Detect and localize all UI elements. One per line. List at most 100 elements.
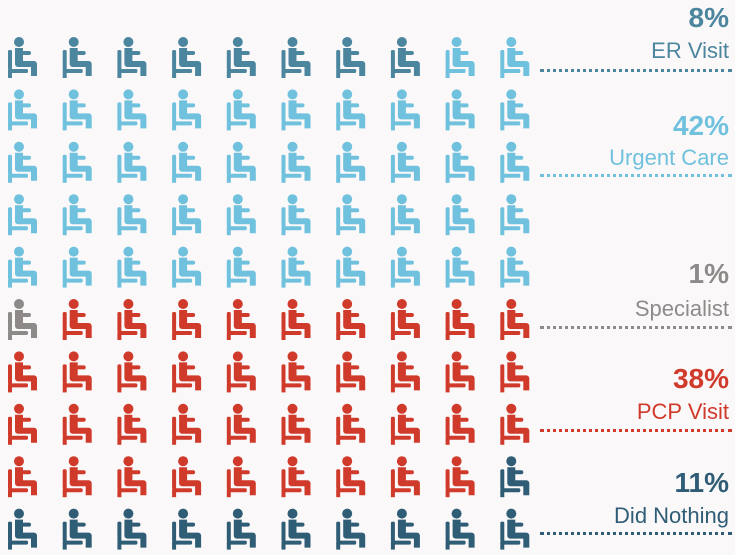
seated-person-icon-urgent-care: [172, 141, 202, 183]
seated-person-icon-pcp-visit: [500, 299, 530, 340]
seated-person-icon-urgent-care: [281, 141, 311, 183]
seated-person-icon-pcp-visit: [281, 299, 311, 340]
seated-person-icon-did-nothing: [500, 456, 530, 498]
seated-person-icon-urgent-care: [390, 194, 420, 236]
seated-person-icon-er-visit: [62, 37, 92, 78]
seated-person-icon-urgent-care: [500, 141, 530, 183]
seated-person-icon-urgent-care: [500, 89, 530, 131]
seated-person-icon-pcp-visit: [62, 351, 92, 393]
seated-person-icon-urgent-care: [445, 141, 475, 183]
seated-person-icon-urgent-care: [62, 89, 92, 131]
seated-person-icon-did-nothing: [445, 508, 475, 550]
seated-person-icon-urgent-care: [8, 194, 37, 236]
seated-person-icon-pcp-visit: [62, 403, 92, 445]
seated-person-icon-urgent-care: [445, 194, 475, 236]
specialist-label: Specialist: [634, 296, 729, 321]
pcp-visit-percent: 38%: [672, 363, 729, 394]
seated-person-icon-did-nothing: [500, 508, 530, 550]
seated-person-icon-pcp-visit: [172, 456, 202, 498]
seated-person-icon-pcp-visit: [172, 299, 202, 340]
seated-person-icon-did-nothing: [390, 508, 420, 550]
er-visit-percent: 8%: [688, 2, 729, 33]
seated-person-icon-did-nothing: [62, 508, 92, 550]
seated-person-icon-pcp-visit: [445, 351, 475, 393]
leader-line-pcp-visit: [540, 429, 732, 432]
seated-person-icon-did-nothing: [281, 508, 311, 550]
seated-person-icon-pcp-visit: [445, 403, 475, 445]
urgent-care-percent: 42%: [672, 110, 729, 141]
seated-person-icon-urgent-care: [336, 246, 366, 288]
seated-person-icon-pcp-visit: [117, 299, 147, 340]
seated-person-icon-did-nothing: [336, 508, 366, 550]
seated-person-icon-urgent-care: [445, 37, 475, 78]
seated-person-icon-urgent-care: [8, 89, 37, 131]
seated-person-icon-pcp-visit: [336, 299, 366, 340]
seated-person-icon-pcp-visit: [281, 403, 311, 445]
seated-person-icon-pcp-visit: [390, 403, 420, 445]
seated-person-icon-urgent-care: [62, 246, 92, 288]
seated-person-icon-pcp-visit: [62, 299, 92, 340]
seated-person-icon-pcp-visit: [336, 403, 366, 445]
seated-person-icon-urgent-care: [500, 246, 530, 288]
seated-person-icon-pcp-visit: [445, 456, 475, 498]
seated-person-icon-pcp-visit: [117, 403, 147, 445]
seated-person-icon-pcp-visit: [172, 351, 202, 393]
seated-person-icon-pcp-visit: [117, 351, 147, 393]
seated-person-icon-urgent-care: [226, 246, 256, 288]
seated-person-icon-pcp-visit: [500, 351, 530, 393]
seated-person-icon-urgent-care: [117, 246, 147, 288]
seated-person-icon-urgent-care: [8, 246, 37, 288]
seated-person-icon-pcp-visit: [390, 456, 420, 498]
seated-person-icon-urgent-care: [62, 194, 92, 236]
seated-person-icon-pcp-visit: [336, 351, 366, 393]
seated-person-icon-er-visit: [390, 37, 420, 78]
leader-line-did-nothing: [540, 532, 732, 535]
seated-person-icon-urgent-care: [336, 141, 366, 183]
did-nothing-label: Did Nothing: [614, 503, 729, 528]
seated-person-icon-urgent-care: [445, 246, 475, 288]
seated-person-icon-urgent-care: [117, 141, 147, 183]
seated-person-icon-did-nothing: [8, 508, 37, 550]
leader-line-urgent-care: [540, 174, 732, 177]
seated-person-icon-did-nothing: [117, 508, 147, 550]
seated-person-icon-urgent-care: [281, 194, 311, 236]
seated-person-icon-pcp-visit: [226, 351, 256, 393]
urgent-care-label: Urgent Care: [609, 145, 729, 170]
did-nothing-percent: 11%: [674, 467, 730, 498]
seated-person-icon-er-visit: [336, 37, 366, 78]
seated-person-icon-pcp-visit: [281, 351, 311, 393]
seated-person-icon-pcp-visit: [336, 456, 366, 498]
seated-person-icon-urgent-care: [8, 141, 37, 183]
seated-person-icon-er-visit: [8, 37, 37, 78]
seated-person-icon-pcp-visit: [117, 456, 147, 498]
seated-person-icon-did-nothing: [172, 508, 202, 550]
seated-person-icon-pcp-visit: [62, 456, 92, 498]
seated-person-icon-urgent-care: [226, 89, 256, 131]
leader-line-er-visit: [540, 69, 732, 72]
seated-person-icon-pcp-visit: [281, 456, 311, 498]
seated-person-icon-urgent-care: [445, 89, 475, 131]
seated-person-icon-pcp-visit: [8, 403, 37, 445]
leader-line-specialist: [540, 326, 732, 329]
seated-person-icon-er-visit: [281, 37, 311, 78]
seated-person-icon-urgent-care: [281, 246, 311, 288]
seated-person-icon-urgent-care: [62, 141, 92, 183]
seated-person-icon-urgent-care: [390, 141, 420, 183]
seated-person-icon-urgent-care: [226, 141, 256, 183]
seated-person-icon-pcp-visit: [226, 299, 256, 340]
seated-person-icon-urgent-care: [281, 89, 311, 131]
seated-person-icon-er-visit: [226, 37, 256, 78]
seated-person-icon-pcp-visit: [226, 456, 256, 498]
seated-person-icon-pcp-visit: [226, 403, 256, 445]
seated-person-icon-urgent-care: [172, 246, 202, 288]
seated-person-icon-pcp-visit: [8, 351, 37, 393]
seated-person-icon-pcp-visit: [445, 299, 475, 340]
seated-person-icon-urgent-care: [172, 89, 202, 131]
seated-person-icon-pcp-visit: [172, 403, 202, 445]
seated-person-icon-did-nothing: [226, 508, 256, 550]
seated-person-icon-urgent-care: [390, 246, 420, 288]
er-visit-label: ER Visit: [651, 38, 729, 63]
seated-person-icon-urgent-care: [500, 37, 530, 78]
pcp-visit-label: PCP Visit: [636, 399, 729, 424]
